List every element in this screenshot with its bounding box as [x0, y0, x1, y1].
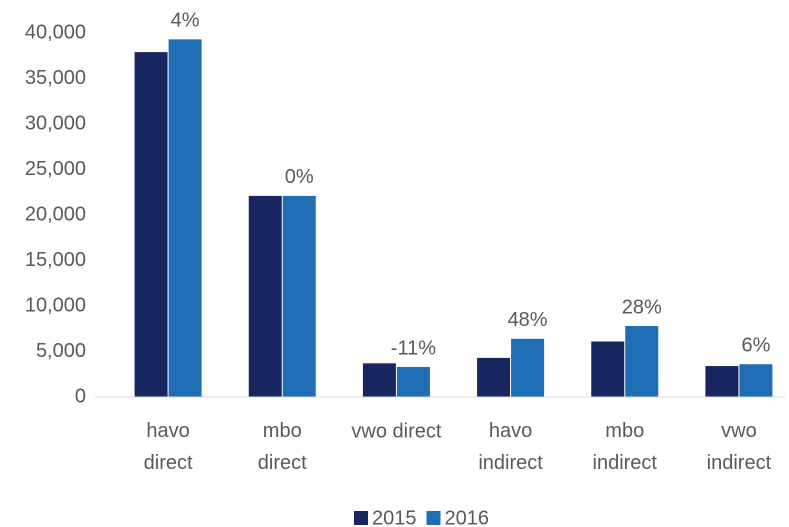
y-tick-label: 0 — [75, 385, 86, 407]
bar — [591, 341, 625, 397]
x-tick-label: vwo indirect — [707, 420, 772, 474]
annotation: 0% — [285, 166, 314, 188]
bar — [134, 52, 168, 398]
x-tick-label: vwo direct — [351, 420, 441, 442]
y-tick-label: 35,000 — [25, 67, 86, 89]
x-tick-label: mbo indirect — [593, 420, 658, 474]
bar — [705, 366, 739, 397]
bar — [248, 195, 282, 397]
annotation: 6% — [741, 335, 770, 357]
annotation: -11% — [391, 337, 436, 359]
bar — [362, 363, 396, 397]
bar — [396, 366, 430, 397]
legend-swatch — [354, 511, 368, 525]
y-tick-label: 20,000 — [25, 203, 86, 225]
y-tick-label: 30,000 — [25, 112, 86, 134]
bar — [511, 338, 545, 397]
y-tick-label: 40,000 — [25, 21, 86, 43]
bar — [739, 364, 773, 397]
bar — [282, 195, 316, 397]
y-tick-label: 15,000 — [25, 249, 86, 271]
y-tick-label: 25,000 — [25, 158, 86, 180]
legend-label: 2016 — [445, 507, 490, 527]
annotation: 28% — [622, 296, 662, 318]
x-tick-label: mbo direct — [258, 420, 307, 474]
x-tick-label: havo direct — [144, 420, 193, 474]
y-tick-label: 10,000 — [25, 294, 86, 316]
annotation: 48% — [508, 309, 548, 331]
annotation: 4% — [171, 10, 200, 32]
bar — [625, 326, 659, 397]
bar — [477, 357, 511, 397]
y-tick-label: 5,000 — [36, 340, 86, 362]
legend-swatch — [426, 511, 441, 525]
x-tick-label: havo indirect — [478, 420, 543, 474]
legend-label: 2015 — [372, 507, 417, 527]
bar — [168, 39, 202, 398]
